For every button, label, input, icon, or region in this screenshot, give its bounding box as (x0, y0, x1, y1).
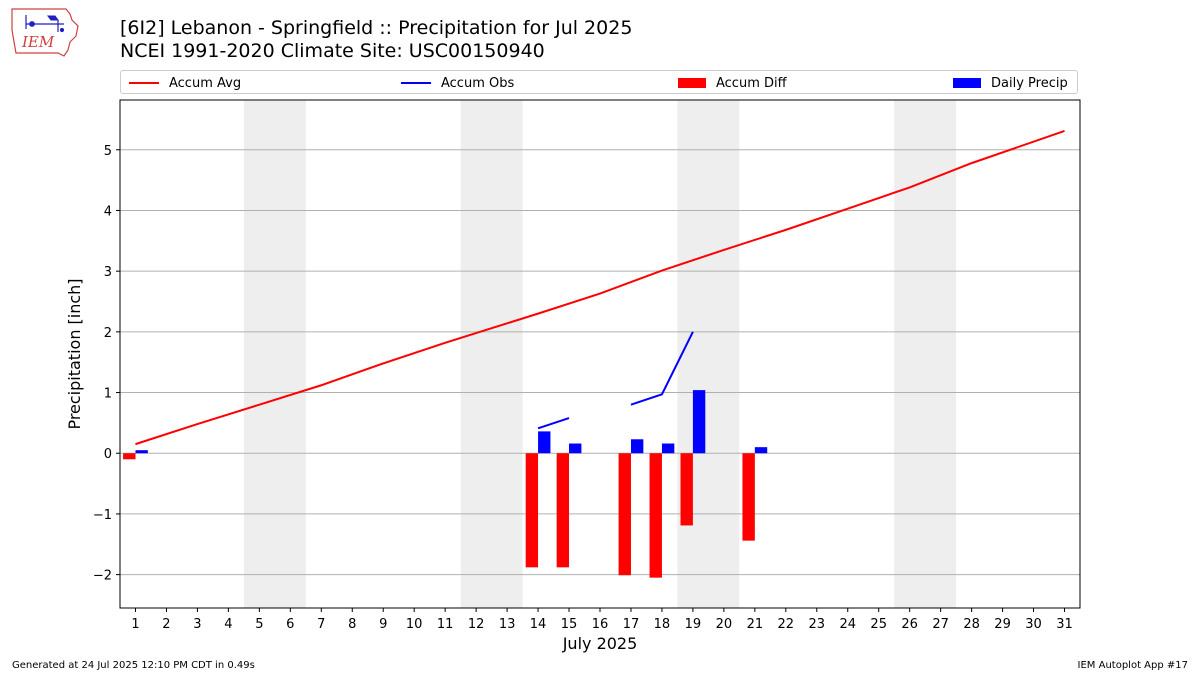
x-tick-label: 8 (348, 617, 356, 632)
accum-diff-bar (742, 453, 755, 541)
x-tick-label: 9 (379, 617, 387, 632)
legend-label-accum-obs: Accum Obs (441, 75, 515, 91)
x-tick-label: 13 (499, 617, 516, 632)
x-tick-label: 19 (685, 617, 702, 632)
accum-diff-bar (680, 453, 693, 526)
y-tick-label: 0 (104, 447, 112, 462)
legend: Accum Avg Accum Obs Accum Diff Daily Pre… (120, 70, 1078, 94)
legend-label-accum-diff: Accum Diff (716, 75, 787, 91)
daily-precip-bar (569, 443, 582, 454)
y-tick-label: 4 (104, 204, 112, 219)
daily-precip-bar (692, 390, 706, 454)
y-tick-label: 5 (104, 144, 112, 159)
daily-precip-bar (538, 431, 551, 454)
weather-station-icon (25, 15, 65, 33)
iem-logo-icon: IEM (11, 8, 79, 57)
accum-diff-bar (123, 453, 136, 460)
x-tick-label: 30 (1025, 617, 1042, 632)
x-tick-label: 29 (994, 617, 1011, 632)
x-tick-label: 11 (437, 617, 454, 632)
x-tick-label: 17 (623, 617, 640, 632)
daily-precip-bar (630, 439, 644, 454)
x-tick-label: 31 (1056, 617, 1073, 632)
x-axis-label: July 2025 (562, 634, 638, 653)
accum-diff-bar (649, 453, 662, 578)
legend-swatch-accum-diff (678, 78, 706, 88)
iowa-outline (11, 8, 79, 57)
x-tick-label: 27 (932, 617, 949, 632)
x-tick-label: 16 (592, 617, 609, 632)
weekend-band (460, 100, 523, 608)
footer-generated: Generated at 24 Jul 2025 12:10 PM CDT in… (12, 660, 255, 671)
x-tick-label: 20 (716, 617, 733, 632)
chart-title: [6I2] Lebanon - Springfield :: Precipita… (120, 17, 633, 39)
legend-item-accum-diff: Accum Diff (678, 71, 787, 95)
y-tick-label: −1 (93, 508, 112, 523)
accum-diff-bar (525, 453, 539, 568)
x-tick-label: 1 (131, 617, 139, 632)
x-tick-label: 24 (839, 617, 856, 632)
chart-subtitle: NCEI 1991-2020 Climate Site: USC00150940 (120, 40, 545, 62)
x-tick-label: 15 (561, 617, 578, 632)
series-lines (135, 130, 1065, 446)
x-tick-label: 12 (468, 617, 485, 632)
legend-swatch-accum-avg (129, 82, 159, 84)
x-tick-label: 4 (224, 617, 232, 632)
legend-item-daily-precip: Daily Precip (953, 71, 1068, 95)
weekend-shading (243, 100, 957, 608)
y-tick-label: 1 (104, 387, 112, 402)
x-tick-label: 25 (870, 617, 887, 632)
x-tick-label: 18 (654, 617, 671, 632)
y-tick-label: 2 (104, 326, 112, 341)
accum-diff-bar (556, 453, 570, 568)
y-tick-label: −2 (93, 569, 112, 584)
weekend-band (894, 100, 957, 608)
daily-precip-bar (135, 450, 148, 454)
x-tick-label: 26 (901, 617, 918, 632)
daily-precip-bar (754, 447, 768, 454)
daily-precip-bar (661, 443, 675, 454)
legend-item-accum-obs: Accum Obs (401, 71, 514, 95)
legend-item-accum-avg: Accum Avg (129, 71, 241, 95)
x-tick-label: 2 (162, 617, 170, 632)
accum-avg-line (135, 130, 1065, 446)
legend-swatch-daily-precip (953, 78, 981, 88)
bars (123, 390, 768, 578)
accum-obs-line (537, 417, 570, 430)
legend-label-accum-avg: Accum Avg (169, 75, 242, 91)
x-tick-label: 14 (530, 617, 547, 632)
x-tick-label: 28 (963, 617, 980, 632)
weekend-band (243, 100, 306, 608)
y-tick-label: 3 (104, 265, 112, 280)
legend-swatch-accum-obs (401, 82, 431, 84)
x-tick-label: 6 (286, 617, 294, 632)
accum-obs-line (630, 331, 694, 406)
x-tick-label: 21 (747, 617, 764, 632)
x-tick-label: 10 (406, 617, 423, 632)
legend-label-daily-precip: Daily Precip (991, 75, 1068, 91)
x-tick-label: 22 (778, 617, 795, 632)
x-tick-label: 3 (193, 617, 201, 632)
x-tick-label: 23 (809, 617, 826, 632)
accum-diff-bar (618, 453, 631, 576)
x-tick-label: 5 (255, 617, 263, 632)
grid-lines (120, 149, 1080, 576)
weekend-band (677, 100, 740, 608)
x-tick-label: 7 (317, 617, 325, 632)
logo-text: IEM (21, 33, 55, 51)
footer-app-id: IEM Autoplot App #17 (1077, 660, 1188, 671)
y-axis-label: Precipitation [inch] (65, 278, 84, 429)
